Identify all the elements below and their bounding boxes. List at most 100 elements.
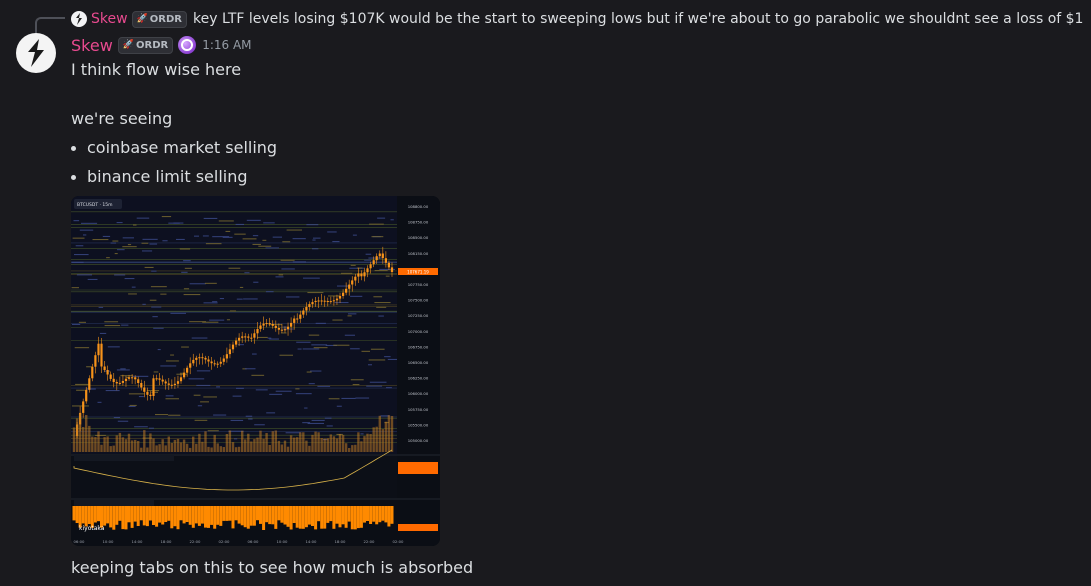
- order-cluster: [303, 277, 320, 279]
- order-cluster: [161, 216, 172, 218]
- candle-body: [342, 292, 345, 296]
- depth-bar: [369, 506, 373, 524]
- volume-bar: [167, 436, 170, 452]
- order-cluster: [308, 383, 315, 385]
- order-cluster: [138, 396, 144, 398]
- depth-bar: [344, 506, 348, 528]
- order-cluster: [104, 325, 121, 327]
- order-cluster: [327, 231, 337, 233]
- candle-body: [345, 288, 348, 293]
- volume-bar: [308, 445, 311, 452]
- order-cluster: [246, 219, 261, 221]
- order-cluster: [216, 386, 220, 388]
- depth-bar: [332, 506, 336, 529]
- depth-bar: [161, 506, 165, 525]
- order-cluster: [132, 375, 149, 377]
- price-tick-label: 106000.00: [408, 391, 429, 396]
- order-cluster: [202, 235, 209, 237]
- order-cluster: [166, 360, 179, 362]
- role-icon[interactable]: [178, 36, 197, 54]
- time-tick-label: 10:00: [103, 539, 115, 544]
- candle-body: [311, 302, 314, 305]
- chart-image-attachment[interactable]: BTCUSDT · 15m⛶108800.00108750.00108500.0…: [71, 196, 440, 546]
- order-cluster: [181, 271, 188, 273]
- volume-bar: [228, 430, 232, 452]
- order-cluster: [72, 323, 81, 325]
- order-cluster: [292, 238, 306, 240]
- order-cluster: [142, 238, 158, 240]
- volume-bar: [390, 416, 394, 452]
- order-cluster: [266, 412, 276, 414]
- depth-bar: [185, 506, 189, 522]
- volume-bar: [72, 427, 76, 452]
- order-cluster: [95, 434, 106, 436]
- timestamp[interactable]: 1:16 AM: [202, 38, 252, 52]
- volume-bar: [173, 439, 177, 452]
- order-cluster: [244, 368, 256, 370]
- order-cluster: [110, 242, 117, 244]
- depth-bar: [191, 506, 195, 528]
- volume-bar: [124, 439, 128, 452]
- volume-bar: [317, 432, 320, 452]
- price-tick-label: 108150.00: [408, 251, 429, 256]
- order-cluster: [78, 321, 86, 323]
- volume-bar: [305, 440, 308, 452]
- order-cluster: [92, 239, 109, 241]
- list-item: coinbase market selling: [71, 136, 277, 165]
- order-cluster: [170, 354, 174, 356]
- order-cluster: [286, 296, 300, 298]
- candle-body: [265, 323, 268, 324]
- order-cluster: [251, 374, 265, 376]
- order-cluster: [280, 259, 295, 261]
- candle-body: [131, 377, 134, 379]
- depth-bar: [170, 506, 174, 529]
- candle-body: [222, 358, 225, 362]
- candle-body: [238, 337, 241, 341]
- order-cluster: [121, 324, 129, 326]
- depth-bar: [378, 506, 382, 523]
- candle-body: [216, 363, 219, 365]
- depth-bar: [286, 506, 290, 527]
- volume-bar: [134, 439, 137, 452]
- reply-username[interactable]: Skew: [91, 11, 128, 27]
- reply-avatar[interactable]: [71, 11, 87, 27]
- order-cluster: [306, 371, 312, 373]
- volume-bar: [332, 436, 336, 452]
- volume-bar: [85, 415, 88, 452]
- cvd-marker: [398, 462, 438, 474]
- order-cluster: [128, 293, 137, 295]
- volume-bar: [387, 415, 391, 452]
- order-cluster: [334, 302, 349, 304]
- reply-preview[interactable]: Skew 🚀 ORDR key LTF levels losing $107K w…: [71, 8, 1083, 30]
- order-cluster: [297, 348, 302, 350]
- depth-bar: [280, 506, 284, 523]
- candle-body: [170, 384, 173, 386]
- order-cluster: [142, 437, 153, 439]
- depth-bar: [381, 506, 385, 521]
- reply-text[interactable]: key LTF levels losing $107K would be the…: [192, 11, 1083, 27]
- volume-bar: [137, 441, 140, 452]
- volume-bar: [244, 439, 247, 452]
- order-cluster: [302, 348, 320, 350]
- avatar[interactable]: [16, 33, 56, 73]
- order-cluster: [360, 433, 364, 435]
- volume-bar: [146, 447, 149, 452]
- order-cluster: [282, 241, 291, 243]
- order-cluster: [313, 347, 328, 349]
- order-cluster: [385, 275, 390, 277]
- order-cluster: [194, 419, 208, 421]
- order-cluster: [308, 334, 320, 336]
- author-username[interactable]: Skew: [71, 35, 113, 55]
- depth-bar: [210, 506, 214, 525]
- order-cluster: [258, 245, 272, 247]
- order-cluster: [350, 348, 360, 350]
- volume-bar: [100, 444, 103, 452]
- order-cluster: [71, 287, 79, 289]
- order-cluster: [120, 375, 134, 377]
- time-tick-label: 14:00: [306, 539, 318, 544]
- ticker-label: BTCUSDT · 15m: [77, 202, 112, 208]
- order-cluster: [257, 336, 268, 338]
- order-cluster: [311, 419, 325, 421]
- volume-bar: [75, 418, 79, 452]
- order-cluster: [75, 245, 84, 247]
